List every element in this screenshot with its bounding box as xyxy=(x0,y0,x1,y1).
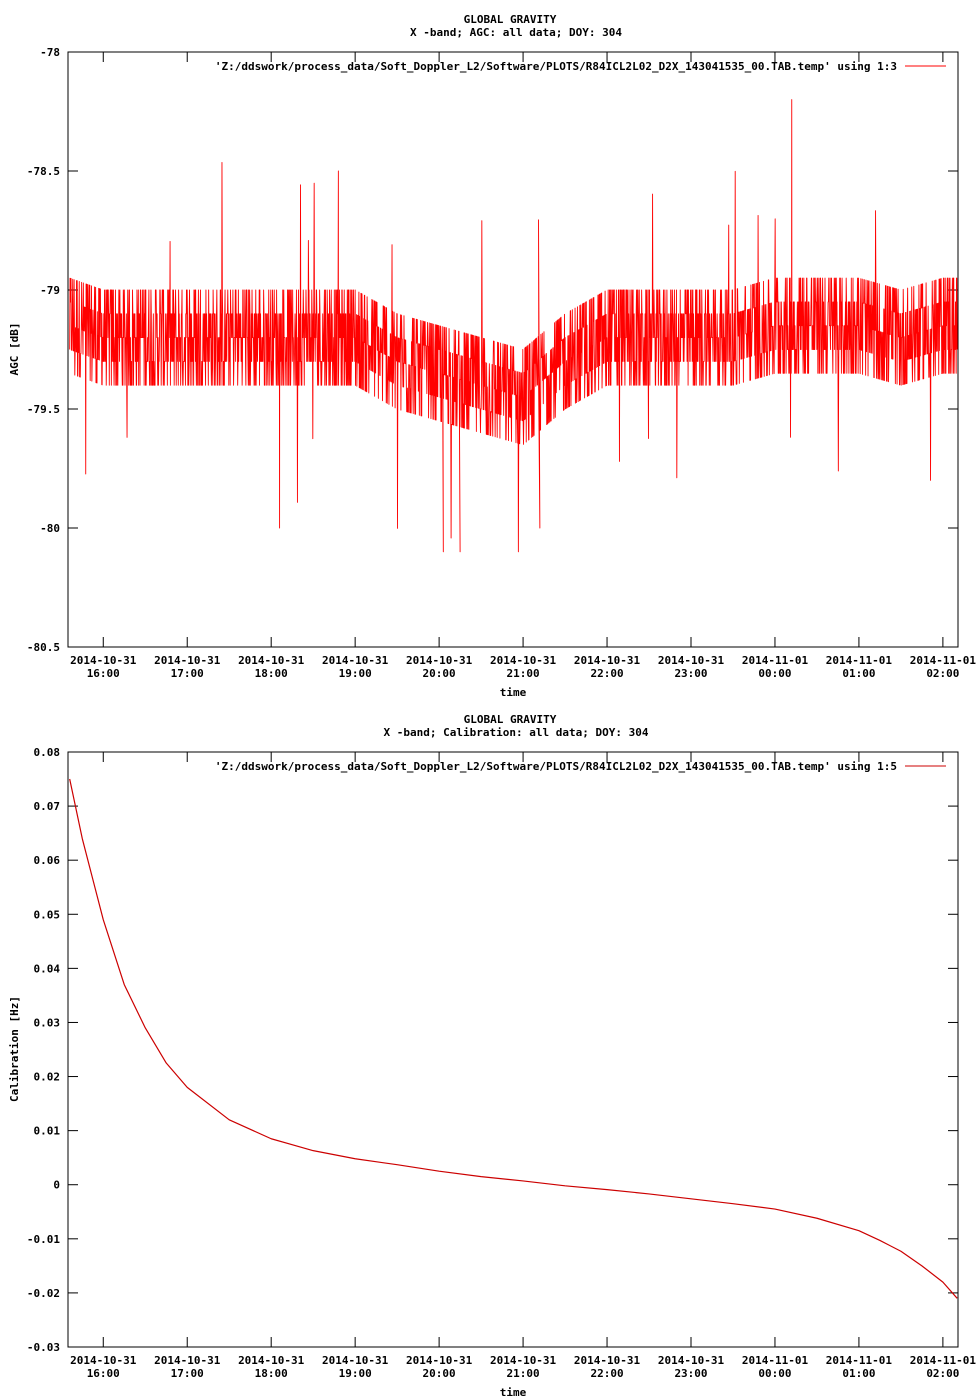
calibration-x-tick-date: 2014-10-31 xyxy=(490,1354,557,1367)
agc-x-tick-date: 2014-10-31 xyxy=(406,654,473,667)
calibration-x-tick-date: 2014-10-31 xyxy=(154,1354,221,1367)
calibration-y-tick-label: 0.06 xyxy=(34,854,61,867)
agc-x-tick-time: 17:00 xyxy=(171,667,204,680)
calibration-y-tick-label: -0.01 xyxy=(27,1233,60,1246)
calibration-series xyxy=(69,778,958,1299)
calibration-x-tick-date: 2014-11-01 xyxy=(910,1354,977,1367)
agc-y-tick-label: -79.5 xyxy=(27,403,60,416)
calibration-legend-label: 'Z:/ddswork/process_data/Soft_Doppler_L2… xyxy=(215,760,897,773)
agc-x-tick-time: 01:00 xyxy=(842,667,875,680)
agc-x-ticks: 2014-10-3116:002014-10-3117:002014-10-31… xyxy=(70,52,976,680)
agc-x-tick-time: 02:00 xyxy=(926,667,959,680)
agc-x-tick-date: 2014-10-31 xyxy=(70,654,137,667)
calibration-x-tick-time: 16:00 xyxy=(87,1367,120,1380)
agc-y-tick-label: -78.5 xyxy=(27,165,60,178)
agc-x-tick-time: 00:00 xyxy=(758,667,791,680)
agc-x-tick-date: 2014-11-01 xyxy=(742,654,809,667)
agc-x-tick-date: 2014-10-31 xyxy=(322,654,389,667)
calibration-chart: GLOBAL GRAVITY X -band; Calibration: all… xyxy=(8,713,976,1399)
calibration-y-tick-label: 0.01 xyxy=(34,1125,61,1138)
calibration-x-tick-time: 17:00 xyxy=(171,1367,204,1380)
calibration-y-ticks: 0.08 0.07 0.06 0.05 0.04 0.03 0.02 0.01 0 -0.01 -0… xyxy=(27,746,958,1354)
calibration-y-tick-label: 0.05 xyxy=(34,908,61,921)
agc-x-tick-date: 2014-11-01 xyxy=(826,654,893,667)
agc-x-tick-date: 2014-10-31 xyxy=(490,654,557,667)
agc-x-tick-date: 2014-10-31 xyxy=(238,654,305,667)
calibration-x-tick-time: 23:00 xyxy=(674,1367,707,1380)
calibration-legend: 'Z:/ddswork/process_data/Soft_Doppler_L2… xyxy=(215,760,946,773)
agc-chart: GLOBAL GRAVITY X -band; AGC: all data; D… xyxy=(8,13,976,699)
calibration-chart-subtitle: X -band; Calibration: all data; DOY: 304 xyxy=(384,726,649,739)
calibration-x-tick-date: 2014-11-01 xyxy=(826,1354,893,1367)
calibration-x-tick-time: 01:00 xyxy=(842,1367,875,1380)
calibration-y-tick-label: 0.04 xyxy=(34,962,61,975)
calibration-x-tick-date: 2014-10-31 xyxy=(658,1354,725,1367)
calibration-x-tick-date: 2014-11-01 xyxy=(742,1354,809,1367)
calibration-x-tick-date: 2014-10-31 xyxy=(238,1354,305,1367)
agc-x-tick-time: 21:00 xyxy=(507,667,540,680)
agc-y-axis-label: AGC [dB] xyxy=(8,323,21,376)
agc-y-tick-label: -78 xyxy=(40,46,60,59)
agc-x-tick-time: 22:00 xyxy=(590,667,623,680)
calibration-y-tick-label: 0.08 xyxy=(34,746,61,759)
agc-chart-title: GLOBAL GRAVITY xyxy=(464,13,557,26)
calibration-x-tick-time: 20:00 xyxy=(423,1367,456,1380)
agc-x-tick-date: 2014-10-31 xyxy=(658,654,725,667)
agc-x-axis-label: time xyxy=(500,686,527,699)
agc-x-tick-time: 18:00 xyxy=(255,667,288,680)
calibration-chart-title: GLOBAL GRAVITY xyxy=(464,713,557,726)
agc-y-tick-label: -80 xyxy=(40,522,60,535)
calibration-series-line xyxy=(69,778,958,1299)
agc-chart-subtitle: X -band; AGC: all data; DOY: 304 xyxy=(410,26,622,39)
calibration-x-tick-date: 2014-10-31 xyxy=(70,1354,137,1367)
calibration-x-tick-time: 18:00 xyxy=(255,1367,288,1380)
agc-x-tick-time: 20:00 xyxy=(423,667,456,680)
calibration-y-tick-label: -0.03 xyxy=(27,1341,60,1354)
agc-y-tick-label: -80.5 xyxy=(27,641,60,654)
calibration-y-tick-label: -0.02 xyxy=(27,1287,60,1300)
calibration-x-tick-date: 2014-10-31 xyxy=(322,1354,389,1367)
agc-x-tick-date: 2014-10-31 xyxy=(154,654,221,667)
agc-x-tick-date: 2014-10-31 xyxy=(574,654,641,667)
agc-legend: 'Z:/ddswork/process_data/Soft_Doppler_L2… xyxy=(215,60,946,73)
calibration-x-ticks: 2014-10-3116:002014-10-3117:002014-10-31… xyxy=(70,752,976,1380)
agc-x-tick-date: 2014-11-01 xyxy=(910,654,977,667)
calibration-y-tick-label: 0.02 xyxy=(34,1071,61,1084)
calibration-y-axis-label: Calibration [Hz] xyxy=(8,996,21,1102)
calibration-x-tick-time: 22:00 xyxy=(590,1367,623,1380)
agc-series xyxy=(69,99,958,553)
calibration-x-tick-time: 00:00 xyxy=(758,1367,791,1380)
calibration-x-tick-time: 02:00 xyxy=(926,1367,959,1380)
calibration-x-axis-label: time xyxy=(500,1386,527,1399)
calibration-y-tick-label: 0.03 xyxy=(34,1016,61,1029)
calibration-y-tick-label: 0 xyxy=(53,1179,60,1192)
calibration-plot-frame xyxy=(67,751,959,1348)
agc-x-tick-time: 23:00 xyxy=(674,667,707,680)
agc-plot-frame xyxy=(67,51,959,648)
agc-y-ticks: -78 -78.5 -79 -79.5 -80 -80.5 xyxy=(27,46,958,654)
agc-x-tick-time: 19:00 xyxy=(339,667,372,680)
agc-x-tick-time: 16:00 xyxy=(87,667,120,680)
agc-legend-label: 'Z:/ddswork/process_data/Soft_Doppler_L2… xyxy=(215,60,897,73)
calibration-y-tick-label: 0.07 xyxy=(34,800,61,813)
agc-y-tick-label: -79 xyxy=(40,284,60,297)
calibration-x-tick-time: 21:00 xyxy=(507,1367,540,1380)
calibration-x-tick-date: 2014-10-31 xyxy=(406,1354,473,1367)
calibration-x-tick-time: 19:00 xyxy=(339,1367,372,1380)
agc-series-line xyxy=(69,99,958,553)
calibration-x-tick-date: 2014-10-31 xyxy=(574,1354,641,1367)
